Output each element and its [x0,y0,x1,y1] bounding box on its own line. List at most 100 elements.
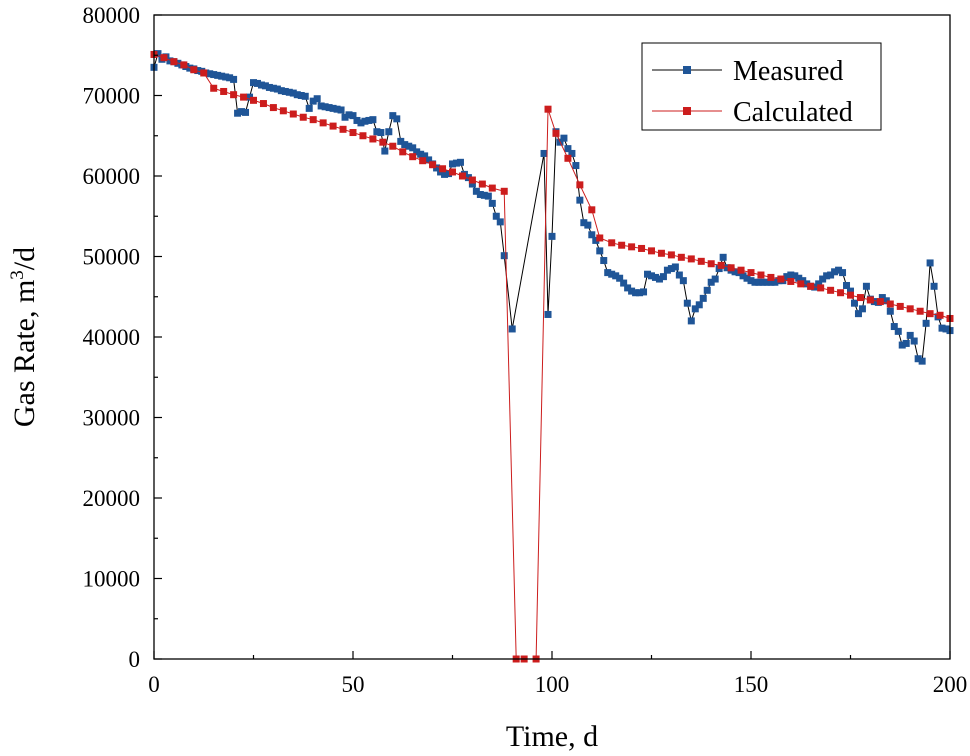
data-point [544,105,552,113]
data-point [628,243,636,251]
data-point [269,104,277,112]
data-point [369,116,377,124]
data-point [870,298,878,306]
data-point [441,170,449,178]
data-point [253,79,261,87]
legend-calculated-label: Calculated [733,97,853,128]
data-point [847,287,854,295]
data-point [353,116,361,124]
data-point [747,269,755,277]
data-point [882,297,890,305]
data-point [564,145,572,153]
data-point [180,61,188,69]
data-point [930,282,938,290]
data-point [321,103,329,111]
data-point [815,280,823,288]
data-point [285,88,293,96]
data-point [648,247,655,255]
data-point [257,81,265,89]
data-point [369,135,377,143]
data-point [468,180,476,188]
data-point [349,112,357,120]
data-point [862,282,870,290]
data-point [717,261,725,269]
data-point [890,323,898,331]
data-point [230,91,238,99]
data-point [847,291,854,299]
data-point [214,71,222,79]
legend-measured-marker [683,66,691,74]
data-point [671,263,679,271]
data-point [226,74,234,82]
data-point [906,305,914,313]
data-point [317,102,325,110]
y-tick-label: 50000 [83,245,141,270]
data-point [624,284,632,292]
data-point [640,288,648,296]
data-point [926,310,934,318]
data-point [279,107,287,115]
data-point [817,284,825,292]
data-point [373,128,381,136]
data-point [325,104,333,112]
data-point [206,70,214,78]
y-tick-label: 10000 [83,567,141,592]
data-point [807,282,815,290]
data-point [220,87,228,95]
data-point [707,278,715,286]
data-point [886,300,894,308]
x-tick-label: 200 [933,672,968,697]
data-point [452,159,460,167]
data-point [910,337,918,345]
data-point [783,273,791,281]
data-point [866,296,874,304]
data-point [771,278,779,286]
data-point [707,260,715,268]
data-point [663,266,671,274]
data-point [723,264,731,272]
data-point [699,294,707,302]
data-point [190,66,198,74]
data-point [345,111,353,119]
data-point [445,170,453,178]
data-point [767,278,775,286]
data-point [250,79,257,87]
data-point [576,196,584,204]
legend: Measured Calculated [641,42,882,131]
data-point [381,147,389,155]
data-point [433,164,441,172]
data-point [548,232,556,240]
data-point [301,92,309,100]
data-point [827,271,835,279]
data-point [878,294,886,302]
data-point [677,253,685,261]
data-point [632,289,640,297]
data-point [926,259,934,267]
data-point [644,270,652,278]
data-point [850,299,858,307]
data-point [319,119,327,127]
data-point [265,83,273,91]
axes: 0 50 100 150 200 0 10000 20000 30000 40000 50000 60… [83,3,968,697]
data-point [399,148,407,156]
data-point [261,82,269,90]
data-point [413,148,421,156]
data-point [238,108,246,116]
data-point [222,73,230,81]
x-tick-label: 0 [148,672,160,697]
data-point [389,112,397,120]
data-point [305,104,313,112]
data-point [560,134,568,142]
data-point [896,302,904,310]
data-point [922,319,930,327]
data-point [827,286,835,294]
data-point [697,257,705,265]
data-point [695,301,703,309]
y-tick-label: 70000 [83,84,141,109]
data-point [588,231,596,239]
data-point [918,357,926,365]
data-point [154,50,162,58]
y-tick-label: 30000 [83,406,141,431]
y-tick-label: 0 [129,647,141,672]
